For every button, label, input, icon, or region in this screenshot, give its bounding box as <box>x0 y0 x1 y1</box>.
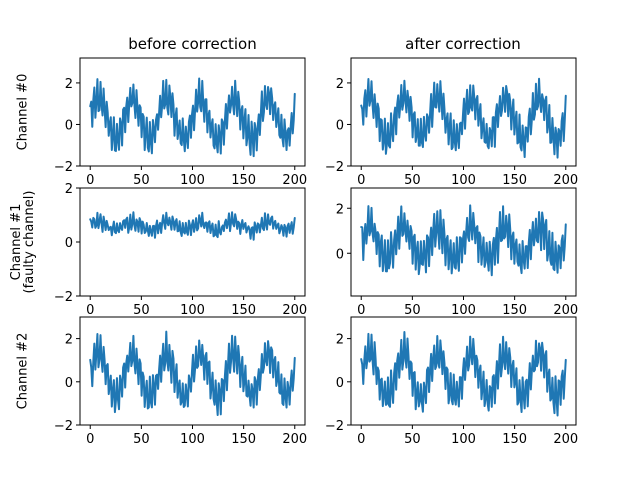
row-label-2: Channel #2 <box>16 333 31 410</box>
y-tick-label: 0 <box>336 376 344 391</box>
subplot-r2-c1: 0 50 100 150 200 −2 0 2 <box>325 316 578 447</box>
x-tick-label: 50 <box>133 432 150 447</box>
x-tick-label: 200 <box>282 432 307 447</box>
x-tick-label: 50 <box>133 303 150 318</box>
x-tick-label: 200 <box>553 173 578 188</box>
x-tick-label: 100 <box>451 173 476 188</box>
y-tick-label: −2 <box>54 419 73 434</box>
x-tick-label: 150 <box>231 432 256 447</box>
y-tick-label: 2 <box>65 77 73 92</box>
x-tick-label: 0 <box>86 173 94 188</box>
subplot-r1-c0: 0 50 100 150 200 −2 0 2 Channel #1(faulty channe… <box>9 182 307 318</box>
y-tick-label: 0 <box>336 247 344 262</box>
y-tick-label: 2 <box>336 202 344 217</box>
x-tick-label: 150 <box>502 432 527 447</box>
subplot-r1-c1: 0 50 100 150 200 0 2 <box>336 187 578 318</box>
column-title-before: before correction <box>128 35 256 53</box>
x-tick-label: 200 <box>553 303 578 318</box>
y-tick-label: 0 <box>65 118 73 133</box>
x-tick-label: 0 <box>86 432 94 447</box>
x-tick-label: 100 <box>451 432 476 447</box>
y-tick-label: 0 <box>65 376 73 391</box>
x-tick-label: 150 <box>502 173 527 188</box>
y-tick-label: 2 <box>336 77 344 92</box>
y-tick-label: −2 <box>325 160 344 175</box>
series-line <box>360 331 567 417</box>
x-tick-label: 100 <box>180 303 205 318</box>
x-tick-label: 200 <box>553 432 578 447</box>
subplot-r0-c1: 0 50 100 150 200 −2 0 2 <box>325 57 578 188</box>
y-tick-label: 2 <box>336 333 344 348</box>
y-tick-label: 0 <box>336 118 344 133</box>
row-label-1: Channel #1 <box>9 204 24 281</box>
x-tick-label: 50 <box>404 173 421 188</box>
y-tick-label: −2 <box>54 290 73 305</box>
series-line <box>89 330 296 416</box>
y-tick-label: 2 <box>65 333 73 348</box>
x-tick-label: 0 <box>86 303 94 318</box>
y-tick-label: −2 <box>54 160 73 175</box>
x-tick-label: 200 <box>282 173 307 188</box>
series-line <box>89 211 296 241</box>
series-line <box>89 77 296 158</box>
x-tick-label: 150 <box>231 173 256 188</box>
x-tick-label: 150 <box>231 303 256 318</box>
subplot-r0-c0: 0 50 100 150 200 −2 0 2 Channel #0 <box>16 57 307 188</box>
series-line <box>360 204 567 277</box>
y-tick-label: −2 <box>325 419 344 434</box>
row-label-1: (faulty channel) <box>22 191 37 294</box>
y-tick-label: 2 <box>65 182 73 197</box>
column-title-after: after correction <box>405 35 521 53</box>
x-tick-label: 50 <box>404 432 421 447</box>
x-tick-label: 100 <box>451 303 476 318</box>
x-tick-label: 50 <box>133 173 150 188</box>
subplot-r2-c0: 0 50 100 150 200 −2 0 2 Channel #2 <box>16 316 307 447</box>
y-tick-label: 0 <box>65 236 73 251</box>
x-tick-label: 50 <box>404 303 421 318</box>
series-line <box>360 77 567 159</box>
x-tick-label: 150 <box>502 303 527 318</box>
row-label-0: Channel #0 <box>16 74 31 151</box>
x-tick-label: 100 <box>180 173 205 188</box>
axes-frame <box>79 187 306 297</box>
x-tick-label: 0 <box>357 303 365 318</box>
x-tick-label: 0 <box>357 432 365 447</box>
x-tick-label: 0 <box>357 173 365 188</box>
x-tick-label: 200 <box>282 303 307 318</box>
x-tick-label: 100 <box>180 432 205 447</box>
